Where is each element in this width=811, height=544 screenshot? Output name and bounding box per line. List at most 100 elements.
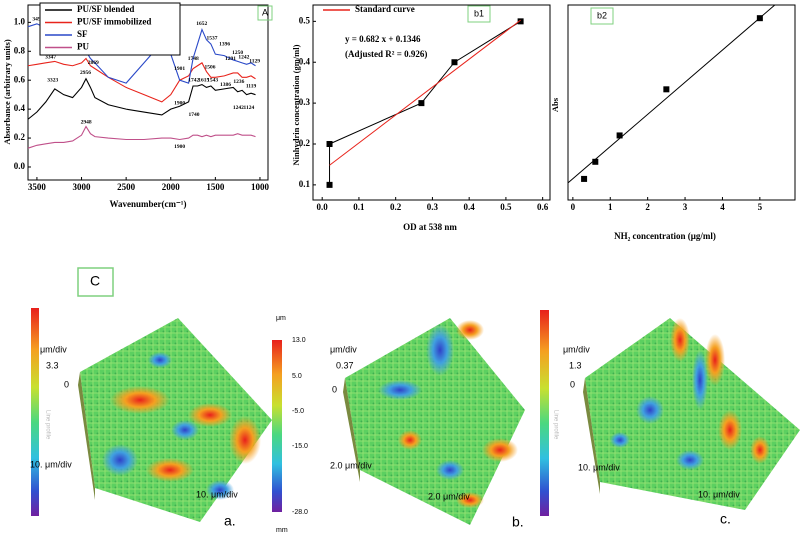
annotation: 1901 xyxy=(174,66,185,72)
x-scale: 2.0 μm/div xyxy=(428,491,470,501)
z-unit: μm/div xyxy=(40,344,67,354)
panel-c: C μm/div 3.3 0 10. μm/div 10. μm/div a. … xyxy=(30,267,800,534)
y-tick-label: 0.6 xyxy=(14,74,26,84)
surface-edge xyxy=(343,378,360,482)
plot-frame xyxy=(312,4,551,201)
surface-edge xyxy=(583,378,600,494)
x-tick-label: 1 xyxy=(608,202,613,212)
series-line xyxy=(329,19,521,166)
x-tick-label: 4 xyxy=(720,202,725,212)
point xyxy=(326,181,333,188)
profile-label: Line profile xyxy=(44,410,50,440)
annotation: 1900 xyxy=(174,144,185,150)
colorbar-tick: -5.0 xyxy=(292,408,304,415)
y-scale: 10. μm/div xyxy=(578,462,620,472)
surface-label: c. xyxy=(720,511,731,527)
y-tick-label: 0.2 xyxy=(299,138,311,148)
colorbar-tick: -15.0 xyxy=(292,443,308,450)
panel-label: C xyxy=(90,273,100,289)
point xyxy=(581,175,588,182)
z-zero: 0 xyxy=(570,379,575,389)
x-tick-label: 3500 xyxy=(28,182,47,192)
legend-label: SF xyxy=(77,29,88,39)
annotation: 1615 xyxy=(198,77,209,83)
legend-label: PU/SF immobilized xyxy=(77,17,151,27)
y-axis-label: Ninhydrin concentration (gm/ml) xyxy=(291,44,301,165)
annotation: 1742 xyxy=(188,77,199,83)
annotation: 1236 xyxy=(233,79,244,85)
z-max: 0.37 xyxy=(336,360,354,370)
y-axis-label: Abs xyxy=(550,97,560,112)
x-scale: 10. μm/div xyxy=(698,489,740,499)
x-tick-label: 3000 xyxy=(73,182,92,192)
colorbar-tick: -28.0 xyxy=(292,509,308,516)
x-tick-label: 2 xyxy=(645,202,650,212)
annotation: 3490 xyxy=(32,17,43,23)
panel-label: A xyxy=(262,7,268,17)
panel-label: b2 xyxy=(597,10,607,20)
annotation: 1242 xyxy=(238,54,249,60)
annotation: 1291 xyxy=(225,56,236,62)
annotation: 3323 xyxy=(47,77,58,83)
y-tick-label: 0.1 xyxy=(299,179,311,189)
annotation: 1900 xyxy=(174,101,185,107)
series-line xyxy=(27,77,256,120)
x-scale: 10. μm/div xyxy=(196,489,238,499)
y-tick-label: 0.5 xyxy=(299,15,311,25)
y-tick-label: 0.0 xyxy=(14,161,26,171)
x-axis-label: NH₂ concentration (μg/ml) xyxy=(614,231,716,241)
series-line xyxy=(567,4,776,184)
colorbar xyxy=(540,310,549,516)
point xyxy=(592,158,599,165)
surface-features xyxy=(378,320,518,508)
legend-box xyxy=(39,2,181,56)
charts: 3500 3000 2500 2000 1500 1000 0.0 0.2 0.4 0.6 0.8 1… xyxy=(2,2,796,241)
series-line xyxy=(27,125,256,149)
panel-label-box xyxy=(467,5,491,23)
annotation: 1250 xyxy=(232,50,243,56)
colorbar-tick: 5.0 xyxy=(292,373,302,380)
y-scale: 2.0 μm/div xyxy=(330,460,372,470)
surface-label: a. xyxy=(224,513,236,529)
panel-label: b1 xyxy=(474,8,484,18)
surface xyxy=(585,318,800,510)
colorbar-unit: μm xyxy=(276,315,286,322)
annotation: 1129 xyxy=(249,59,260,65)
y-tick-label: 0.8 xyxy=(14,45,26,55)
annotation: 1740 xyxy=(188,112,199,118)
annotation: 2948 xyxy=(81,119,92,125)
annotation: 2869 xyxy=(88,60,99,66)
legend-label: PU xyxy=(77,42,89,52)
y-tick-label: 0.3 xyxy=(299,97,311,107)
x-tick-label: 2000 xyxy=(162,182,181,192)
x-tick-label: 0.5 xyxy=(500,202,512,212)
surface-features xyxy=(102,352,261,500)
annotation: 1396 xyxy=(219,41,230,47)
legend-label: Standard curve xyxy=(355,4,415,14)
plot-frame xyxy=(567,4,796,201)
surface xyxy=(345,318,525,525)
profile-label: Line profile xyxy=(552,410,558,440)
point xyxy=(517,18,524,25)
x-axis-label: OD at 538 nm xyxy=(403,222,457,232)
y-tick-label: 0.4 xyxy=(299,56,311,66)
surface-edge xyxy=(78,372,95,500)
x-tick-label: 5 xyxy=(758,202,763,212)
y-tick-label: 0.2 xyxy=(14,132,26,142)
x-axis-label: Wavenumber(cm⁻¹) xyxy=(110,199,187,209)
surface-label: b. xyxy=(512,514,524,530)
y-axis-label: Absorbance (arbitrary units) xyxy=(2,39,12,144)
z-zero: 0 xyxy=(64,379,69,389)
equation: y = 0.682 x + 0.1346 xyxy=(345,34,421,44)
x-tick-label: 0.4 xyxy=(464,202,476,212)
x-tick-label: 0.3 xyxy=(427,202,439,212)
z-zero: 0 xyxy=(332,384,337,394)
x-tick-label: 0 xyxy=(571,202,576,212)
annotation: 2956 xyxy=(80,70,91,76)
colorbar xyxy=(272,340,282,512)
legend-label: PU/SF blended xyxy=(77,4,134,14)
annotation: 1748 xyxy=(188,56,199,62)
panel-label-box xyxy=(590,7,614,25)
x-tick-label: 0.2 xyxy=(390,202,402,212)
